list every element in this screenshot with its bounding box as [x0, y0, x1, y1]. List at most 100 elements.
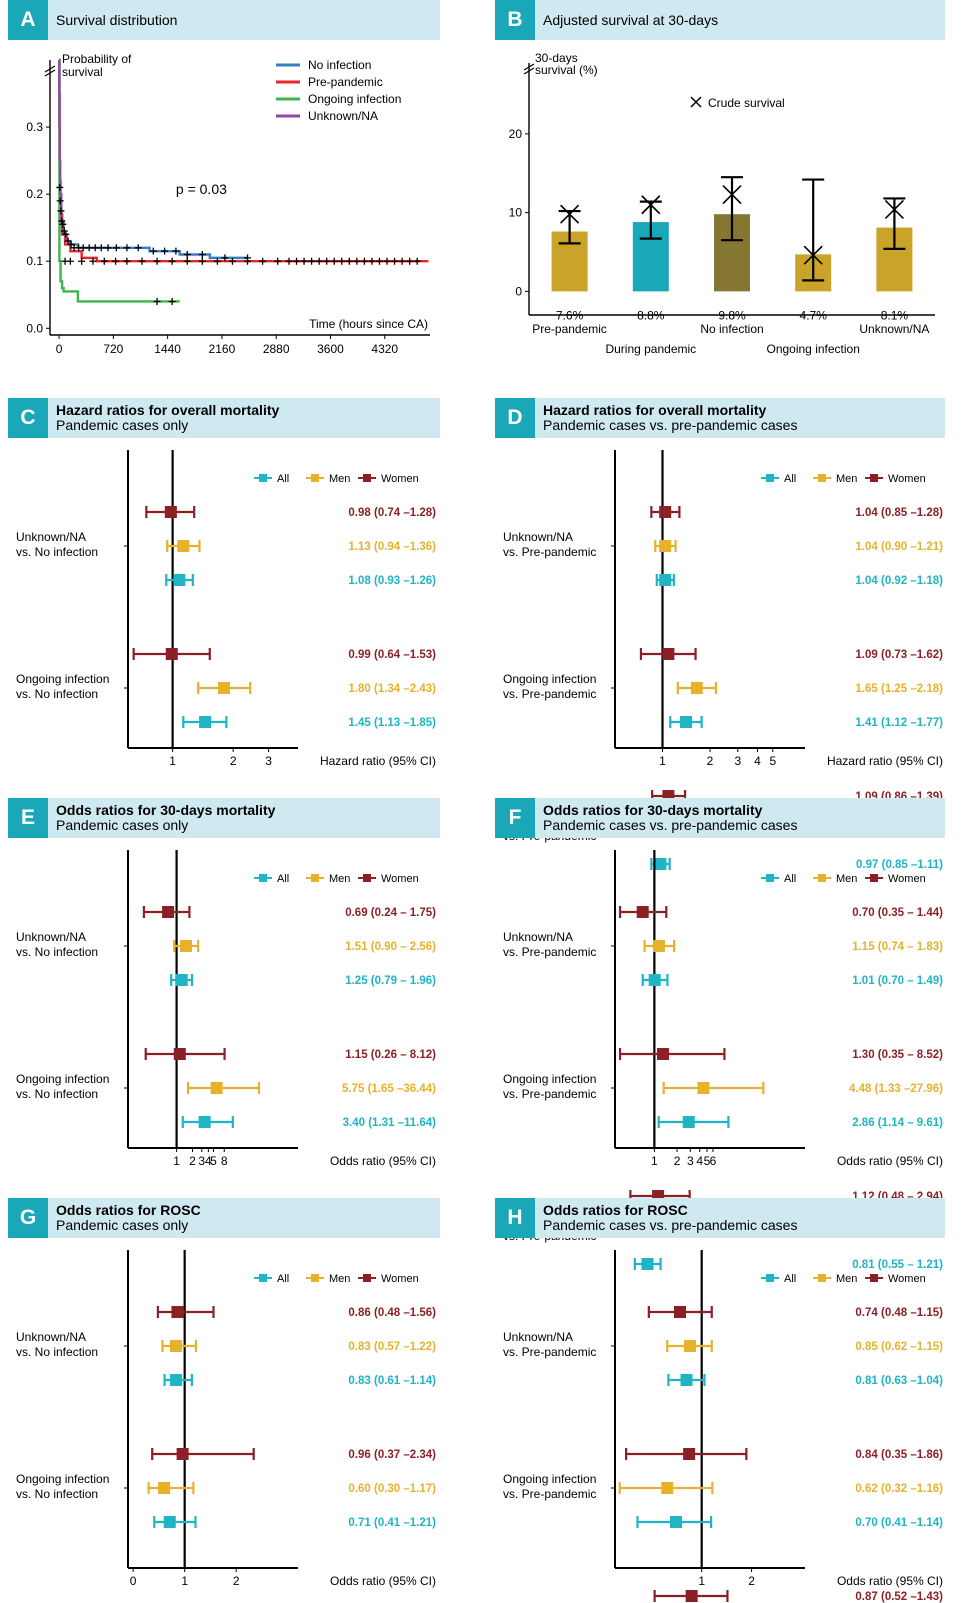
estimate-label: 0.83 (0.57 –1.22) [348, 1341, 436, 1353]
error-bar [883, 197, 906, 250]
point-estimate [680, 1374, 693, 1386]
km-chart: 0.0 0.1 0.2 0.3 0 720 1440 2160 2880 3600 4320 Prob… [26, 52, 430, 356]
panel-e-letter: E [8, 798, 48, 838]
x-tick-label: 3 [687, 1154, 694, 1168]
estimate-label: 5.75 (1.65 –36.44) [342, 1083, 436, 1095]
censor-mark [285, 257, 293, 265]
forest-chart-f: 1 2 3 4 5 6 Odds ratio (95% CI) All Men Women Unkn… [503, 850, 943, 1271]
estimate-label: 1.45 (1.13 –1.85) [348, 717, 436, 729]
estimate-label: 0.81 (0.55 – 1.21) [852, 1259, 943, 1271]
censor-mark [172, 247, 180, 255]
point-estimate [682, 1116, 695, 1128]
legend-swatch [870, 1274, 878, 1282]
panel-c-header: C Hazard ratios for overall mortality Pan… [8, 398, 440, 438]
estimate-label: 0.99 (0.64 –1.53) [348, 649, 436, 661]
panel-h-subtitle: Pandemic cases vs. pre-pandemic cases [543, 1217, 798, 1233]
legend-swatch [259, 1274, 267, 1282]
point-estimate [175, 974, 188, 986]
panel-e-header: E Odds ratios for 30-days mortality Pande… [8, 798, 440, 838]
censor-mark [123, 257, 131, 265]
censor-mark [123, 244, 131, 252]
point-estimate [661, 1482, 674, 1494]
legend-label: All [784, 473, 796, 485]
censor-mark [368, 257, 376, 265]
panel-c-title: Hazard ratios for overall mortality [56, 402, 280, 418]
y-tick-label: 10 [509, 206, 523, 220]
group-label: Unknown/NA [503, 1330, 573, 1344]
point-estimate [177, 540, 190, 552]
censor-mark [315, 257, 323, 265]
estimate-label: 1.15 (0.26 – 8.12) [345, 1049, 436, 1061]
estimate-label: 1.04 (0.92 –1.18) [855, 575, 943, 587]
x-tick-label: 1440 [154, 342, 181, 356]
point-estimate [173, 574, 186, 586]
estimate-label: 0.87 (0.52 –1.43) [855, 1591, 943, 1603]
group-label: Ongoing infection [16, 1072, 109, 1086]
panel-f-letter: F [495, 798, 535, 838]
km-line-pre-pandemic [58, 58, 429, 263]
panel-b-header: B Adjusted survival at 30-days [495, 0, 945, 40]
point-estimate [648, 974, 661, 986]
censor-mark [375, 257, 383, 265]
group-label: Unknown/NA [16, 930, 86, 944]
censor-mark [259, 257, 267, 265]
point-estimate [217, 682, 230, 694]
panel-h-title: Odds ratios for ROSC [543, 1202, 688, 1218]
point-estimate [173, 1048, 186, 1060]
x-tick-label: 2160 [209, 342, 236, 356]
estimate-label: 1.08 (0.93 –1.26) [348, 575, 436, 587]
panel-e-subtitle: Pandemic cases only [56, 817, 189, 833]
group-label: vs. Pre-pandemic [503, 687, 596, 701]
x-tick-label: 4 [205, 1154, 212, 1168]
legend-label: Women [888, 1273, 926, 1285]
x-category-label: Pre-pandemic [532, 322, 607, 336]
censor-mark [59, 220, 67, 228]
x-tick-label: 3 [265, 754, 272, 768]
group-label: vs. Pre-pandemic [503, 1487, 596, 1501]
crude-marker [722, 184, 742, 205]
legend-label: Pre-pandemic [308, 75, 383, 89]
x-axis-label: Odds ratio (95% CI) [330, 1154, 436, 1168]
legend-label: Men [329, 473, 350, 485]
censor-mark [330, 257, 338, 265]
panel-c: C Hazard ratios for overall mortality Pan… [8, 398, 448, 778]
legend-label: Women [381, 873, 419, 885]
y-tick-label: 0.3 [26, 120, 43, 134]
x-tick-label: 1 [659, 754, 666, 768]
group-label: vs. Pre-pandemic [503, 945, 596, 959]
censor-mark [97, 244, 105, 252]
censor-mark [168, 297, 176, 305]
legend-swatch [311, 1274, 319, 1282]
censor-mark [198, 251, 206, 259]
point-estimate [162, 906, 175, 918]
legend-label: Men [836, 873, 857, 885]
error-bar [802, 178, 825, 282]
estimate-label: 0.86 (0.48 –1.56) [348, 1307, 436, 1319]
estimate-label: 0.85 (0.62 –1.15) [855, 1341, 943, 1353]
legend-swatch [818, 474, 826, 482]
censor-mark [66, 257, 74, 265]
x-tick-label: 1 [698, 1574, 705, 1588]
point-estimate [636, 906, 649, 918]
censor-mark [153, 297, 161, 305]
point-estimate [641, 1258, 654, 1270]
censor-mark [62, 230, 70, 238]
group-label: Ongoing infection [16, 1472, 109, 1486]
censor-mark [308, 257, 316, 265]
estimate-label: 0.74 (0.48 –1.15) [855, 1307, 943, 1319]
panel-b-title: Adjusted survival at 30-days [543, 11, 719, 28]
legend-label: Unknown/NA [308, 109, 378, 123]
censor-mark [57, 207, 65, 215]
group-label: Unknown/NA [503, 530, 573, 544]
censor-mark [183, 257, 191, 265]
y-axis-label: 30-days [535, 51, 578, 65]
x-tick-label: 2 [748, 1574, 755, 1588]
ci-whisker [147, 1482, 195, 1494]
legend-label: Women [888, 473, 926, 485]
forest-chart-g: 0 1 2 Odds ratio (95% CI) All Men Women Unknown… [16, 1250, 436, 1588]
y-axis-label: survival (%) [535, 63, 598, 77]
x-axis-label: Odds ratio (95% CI) [837, 1154, 943, 1168]
censor-mark [323, 257, 331, 265]
ci-whisker [186, 1082, 261, 1094]
y-tick-label: 0 [515, 284, 522, 298]
